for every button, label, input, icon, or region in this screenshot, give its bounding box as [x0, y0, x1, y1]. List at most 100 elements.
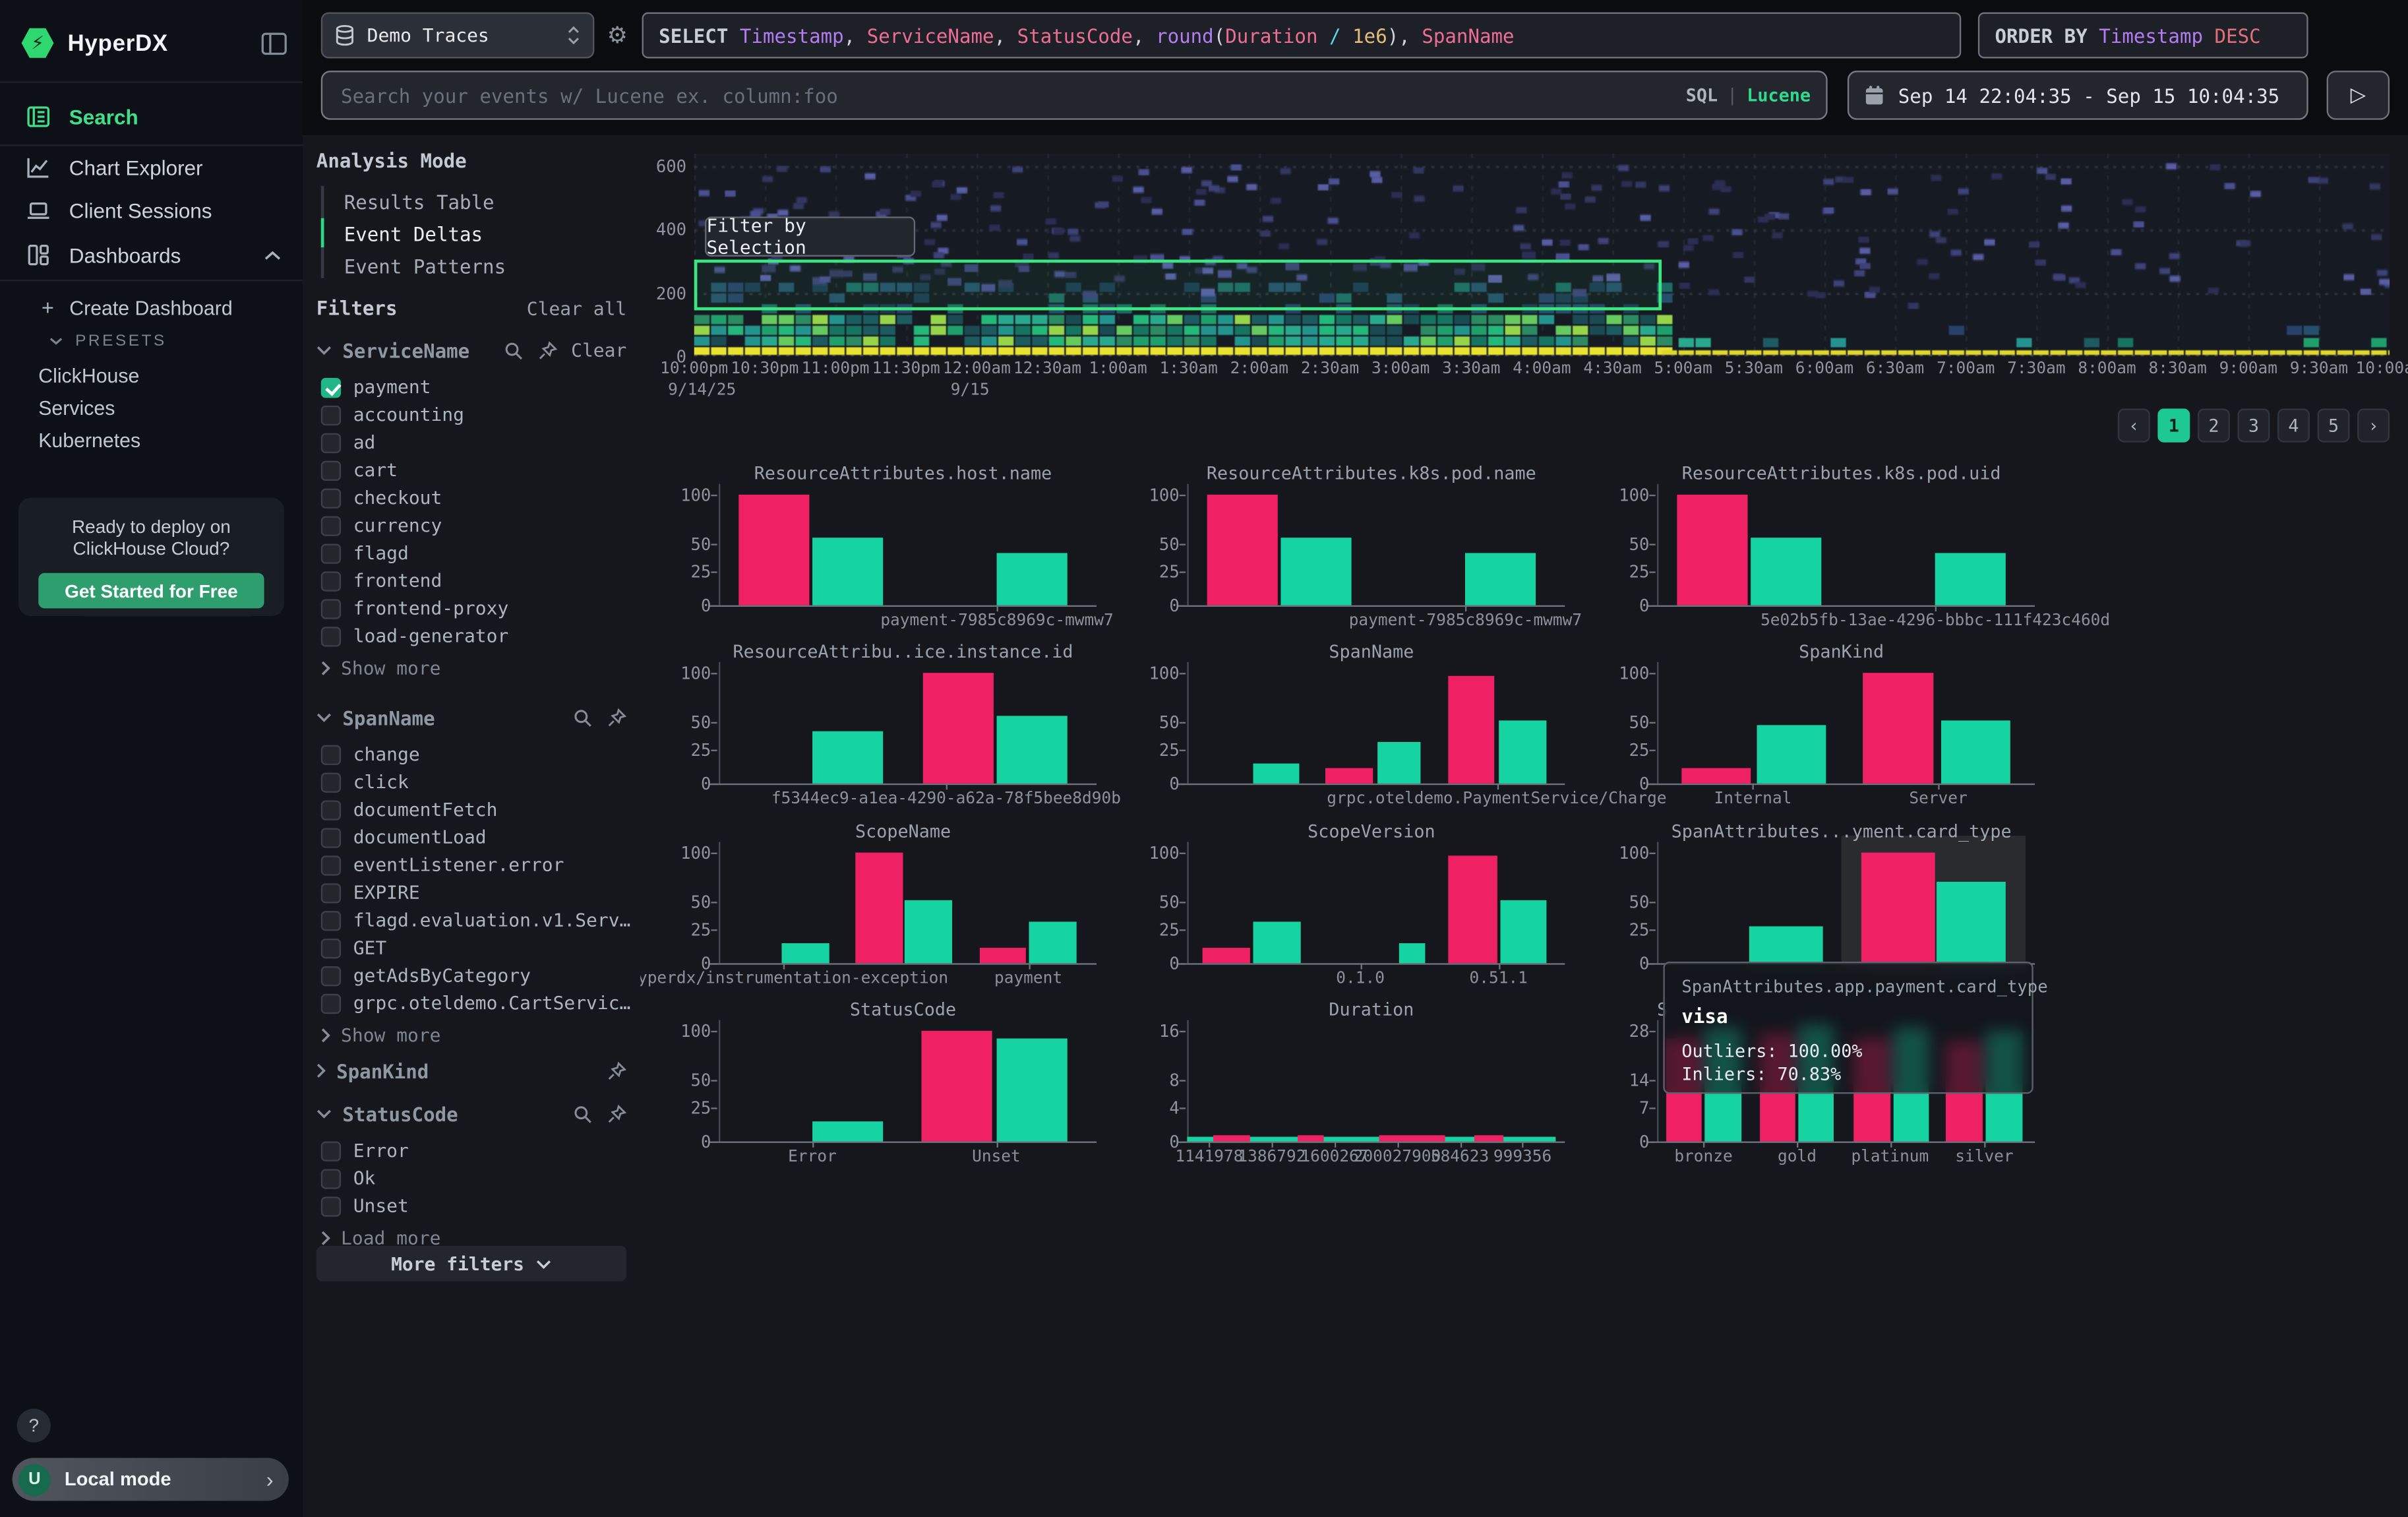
show-more-button[interactable]: Show more — [321, 1023, 441, 1047]
checkbox[interactable] — [321, 598, 341, 618]
help-button[interactable]: ? — [17, 1409, 51, 1442]
sidebar-item-create-dashboard[interactable]: + Create Dashboard — [0, 290, 303, 324]
checkbox[interactable] — [321, 966, 341, 985]
filter-item-ad[interactable]: ad — [321, 429, 631, 456]
inlier-bar[interactable] — [813, 537, 883, 605]
clear-group-button[interactable]: Clear — [571, 340, 626, 361]
mode-event-deltas[interactable]: Event Deltas — [344, 218, 483, 249]
inlier-bar[interactable] — [1253, 762, 1300, 783]
filter-item-documentload[interactable]: documentLoad — [321, 823, 631, 851]
heatmap-selection-rect[interactable] — [694, 260, 1662, 311]
page-prev-button[interactable]: ‹ — [2118, 409, 2150, 443]
pin-icon[interactable] — [607, 1103, 626, 1123]
checkbox[interactable] — [321, 487, 341, 507]
inlier-bar[interactable] — [1465, 553, 1535, 605]
inlier-bar[interactable] — [1399, 943, 1425, 963]
sidebar-preset-clickhouse[interactable]: ClickHouse — [0, 358, 303, 392]
inlier-bar[interactable] — [813, 731, 883, 784]
sidebar-item-search[interactable]: Search — [0, 95, 303, 138]
page-button-4[interactable]: 4 — [2277, 409, 2310, 443]
show-more-button[interactable]: Show more — [321, 656, 441, 681]
filter-item-currency[interactable]: currency — [321, 512, 631, 540]
checkbox[interactable] — [321, 377, 341, 397]
filter-by-selection-button[interactable]: Filter by Selection — [705, 216, 915, 257]
inlier-bar[interactable] — [1936, 881, 2006, 964]
filter-item-frontend[interactable]: frontend — [321, 567, 631, 594]
filter-item-documentfetch[interactable]: documentFetch — [321, 795, 631, 823]
outlier-bar[interactable] — [1681, 768, 1751, 784]
filter-item-error[interactable]: Error — [321, 1137, 631, 1165]
outlier-bar[interactable] — [1202, 948, 1250, 964]
inlier-bar[interactable] — [1935, 553, 2005, 605]
lucene-toggle[interactable]: Lucene — [1747, 84, 1811, 106]
chevron-up-icon[interactable] — [264, 249, 282, 260]
checkbox[interactable] — [321, 993, 341, 1013]
filter-group-spankind[interactable]: SpanKind — [316, 1057, 626, 1084]
inlier-bar[interactable] — [781, 943, 829, 963]
inlier-bar[interactable] — [1501, 900, 1547, 964]
filter-item-cart[interactable]: cart — [321, 456, 631, 484]
heatmap-canvas[interactable] — [694, 154, 2390, 356]
checkbox[interactable] — [321, 744, 341, 764]
inlier-bar[interactable] — [996, 1039, 1066, 1142]
checkbox[interactable] — [321, 827, 341, 847]
outlier-bar[interactable] — [1474, 1136, 1504, 1142]
outlier-bar[interactable] — [1861, 853, 1935, 963]
data-source-select[interactable]: Demo Traces — [321, 13, 595, 59]
sidebar-item-chart-explorer[interactable]: Chart Explorer — [0, 146, 303, 189]
checkbox[interactable] — [321, 405, 341, 425]
inlier-bar[interactable] — [997, 553, 1067, 605]
filter-item-ok[interactable]: Ok — [321, 1164, 631, 1192]
inlier-bar[interactable] — [997, 715, 1067, 784]
outlier-bar[interactable] — [1449, 856, 1497, 964]
checkbox[interactable] — [321, 938, 341, 958]
inlier-bar[interactable] — [905, 900, 953, 964]
sidebar-preset-services[interactable]: Services — [0, 390, 303, 424]
checkbox[interactable] — [321, 910, 341, 930]
checkbox[interactable] — [321, 460, 341, 480]
outlier-bar[interactable] — [1677, 495, 1747, 605]
checkbox[interactable] — [321, 626, 341, 646]
sidebar-item-client-sessions[interactable]: Client Sessions — [0, 189, 303, 232]
checkbox[interactable] — [321, 1196, 341, 1216]
inlier-bar[interactable] — [1499, 720, 1547, 784]
checkbox[interactable] — [321, 571, 341, 590]
filter-item-unset[interactable]: Unset — [321, 1192, 631, 1220]
run-query-button[interactable]: ▷ — [2327, 71, 2390, 120]
page-next-button[interactable]: › — [2357, 409, 2390, 443]
filter-item-change[interactable]: change — [321, 741, 631, 768]
pin-icon[interactable] — [607, 708, 626, 728]
date-range-picker[interactable]: Sep 14 22:04:35 - Sep 15 10:04:35 — [1848, 71, 2308, 120]
inlier-bar[interactable] — [1750, 926, 1824, 964]
checkbox[interactable] — [321, 433, 341, 452]
sidebar-item-dashboards[interactable]: Dashboards — [0, 233, 303, 276]
filter-item-payment[interactable]: payment — [321, 373, 631, 401]
gear-icon[interactable]: ⚙ — [603, 22, 631, 49]
checkbox[interactable] — [321, 515, 341, 535]
page-button-5[interactable]: 5 — [2318, 409, 2350, 443]
filter-item-load-generator[interactable]: load-generator — [321, 622, 631, 650]
checkbox[interactable] — [321, 1168, 341, 1188]
inlier-bar[interactable] — [1029, 921, 1077, 963]
checkbox[interactable] — [321, 855, 341, 875]
outlier-bar[interactable] — [1449, 676, 1495, 784]
filter-item-checkout[interactable]: checkout — [321, 484, 631, 512]
page-button-2[interactable]: 2 — [2198, 409, 2230, 443]
more-filters-button[interactable]: More filters — [316, 1246, 626, 1282]
outlier-bar[interactable] — [1325, 768, 1373, 784]
pin-icon[interactable] — [607, 1061, 626, 1080]
filter-item-accounting[interactable]: accounting — [321, 401, 631, 429]
outlier-bar[interactable] — [923, 673, 993, 784]
page-button-3[interactable]: 3 — [2237, 409, 2270, 443]
filter-item-getadsbycategory[interactable]: getAdsByCategory — [321, 962, 631, 989]
sidebar-presets-toggle[interactable]: PRESETS — [0, 324, 303, 357]
search-icon[interactable] — [573, 708, 593, 728]
outlier-bar[interactable] — [922, 1031, 992, 1141]
filter-item-flagd-evaluation-v1-serv-[interactable]: flagd.evaluation.v1.Serv… — [321, 906, 631, 934]
clear-all-button[interactable]: Clear all — [527, 298, 626, 320]
mode-results-table[interactable]: Results Table — [344, 186, 495, 217]
checkbox[interactable] — [321, 772, 341, 791]
search-icon[interactable] — [504, 340, 524, 360]
outlier-bar[interactable] — [1207, 495, 1277, 605]
checkbox[interactable] — [321, 882, 341, 902]
